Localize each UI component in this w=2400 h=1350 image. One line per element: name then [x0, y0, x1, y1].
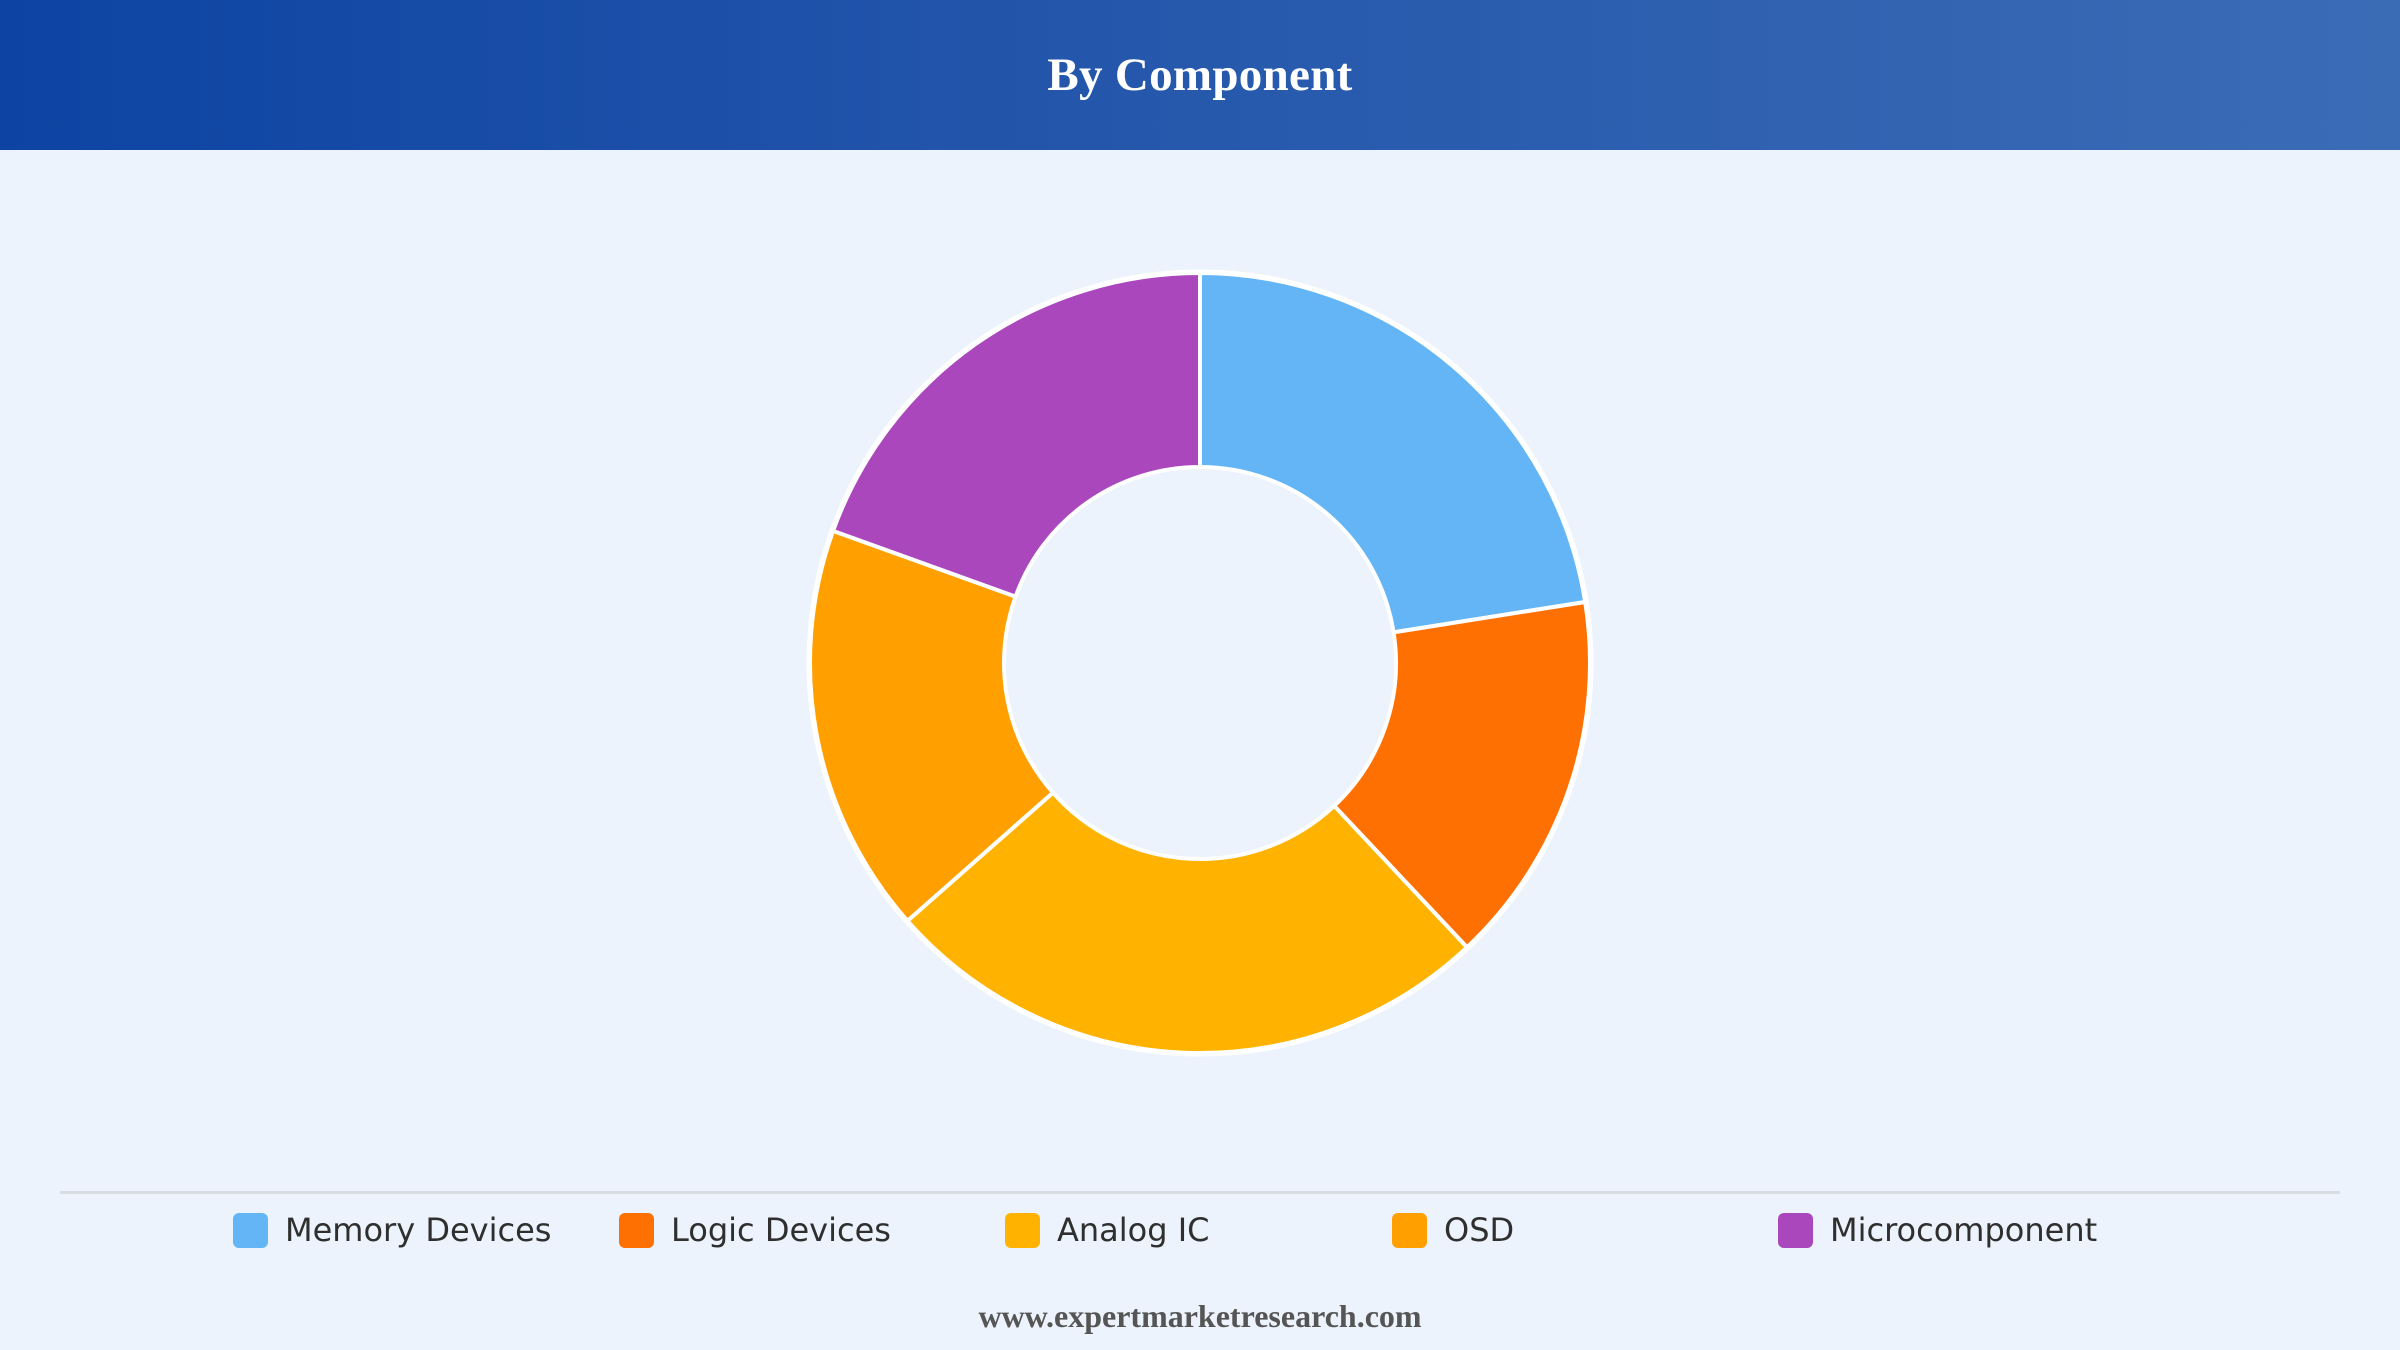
chart-title: By Component [1047, 49, 1353, 101]
slice-memory-devices[interactable] [1198, 271, 1588, 635]
legend-item-memory-devices[interactable]: Memory Devices [233, 1205, 551, 1255]
slice-microcomponent[interactable] [831, 271, 1202, 599]
legend-swatch-memory-devices [233, 1212, 268, 1248]
legend-swatch-logic-devices [619, 1212, 654, 1248]
slice-analog-ic[interactable] [905, 790, 1469, 1055]
legend-swatch-analog-ic [1005, 1212, 1040, 1248]
legend-swatch-microcomponent [1778, 1212, 1813, 1248]
legend-label: Memory Devices [285, 1211, 552, 1249]
legend-swatch-osd [1392, 1212, 1427, 1248]
donut-chart [806, 269, 1594, 1057]
legend-divider [60, 1191, 2340, 1194]
legend-label: Logic Devices [671, 1211, 891, 1249]
legend: Memory Devices Logic Devices Analog IC O… [0, 1205, 2400, 1255]
legend-label: Microcomponent [1830, 1211, 2098, 1249]
legend-item-logic-devices[interactable]: Logic Devices [619, 1205, 891, 1255]
slice-logic-devices[interactable] [1332, 599, 1592, 950]
legend-item-osd[interactable]: OSD [1392, 1205, 1514, 1255]
header-banner: By Component [0, 0, 2400, 150]
legend-item-microcomponent[interactable]: Microcomponent [1778, 1205, 2097, 1255]
source-url: www.expertmarketresearch.com [978, 1298, 1422, 1334]
legend-item-analog-ic[interactable]: Analog IC [1005, 1205, 1210, 1255]
donut-slices [806, 269, 1594, 1057]
legend-label: OSD [1444, 1211, 1515, 1249]
legend-label: Analog IC [1057, 1211, 1210, 1249]
donut-outer-ring [806, 269, 1594, 1057]
slice-osd[interactable] [808, 528, 1055, 923]
